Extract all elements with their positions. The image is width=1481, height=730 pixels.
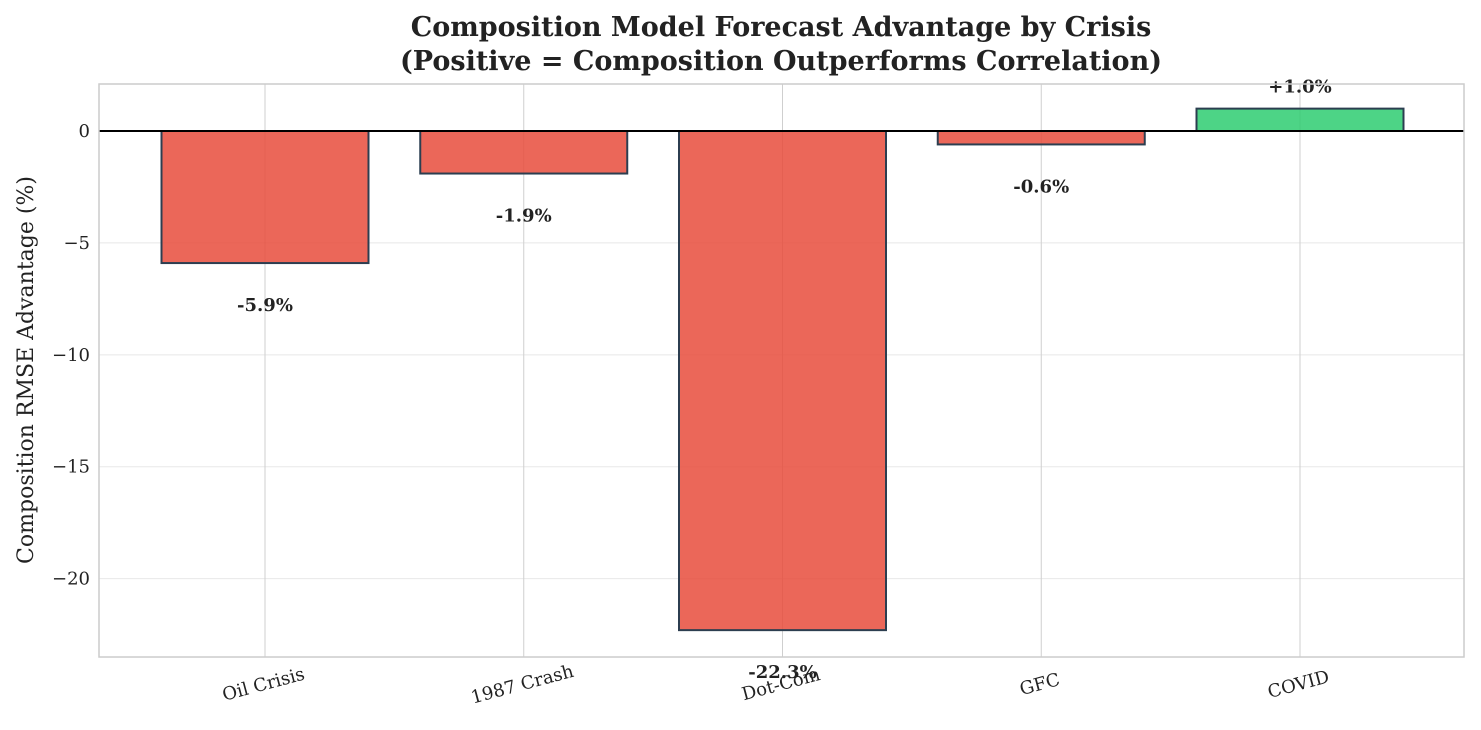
y-tick-label: −20 xyxy=(52,569,90,590)
y-axis-label: Composition RMSE Advantage (%) xyxy=(14,176,39,564)
x-tick-label: 1987 Crash xyxy=(469,661,577,709)
bar-dot-com xyxy=(678,130,887,632)
x-tick-label: COVID xyxy=(1266,666,1332,703)
y-tick-label: −10 xyxy=(52,345,90,366)
y-tick-label: 0 xyxy=(79,121,90,142)
value-label: -0.6% xyxy=(1013,176,1069,197)
bar-covid xyxy=(1195,107,1405,133)
x-tick-label: Oil Crisis xyxy=(220,664,307,706)
value-label: -1.9% xyxy=(496,206,552,227)
value-label: +1.0% xyxy=(1268,77,1332,98)
y-tick-label: −5 xyxy=(63,233,90,254)
bars-layer xyxy=(160,107,1405,632)
value-label: -5.9% xyxy=(237,295,293,316)
bar-1987-crash xyxy=(419,130,629,175)
x-tick-label: GFC xyxy=(1017,669,1062,700)
plot-frame xyxy=(98,83,1465,658)
bar-gfc xyxy=(936,130,1146,146)
chart-title: Composition Model Forecast Advantage by … xyxy=(411,12,1152,43)
chart-subtitle: (Positive = Composition Outperforms Corr… xyxy=(400,46,1162,77)
bar-oil-crisis xyxy=(160,130,370,265)
value-label: -22.3% xyxy=(748,662,816,683)
value-labels-layer: -5.9% -1.9% -22.3% -0.6% +1.0% xyxy=(237,77,1332,684)
y-tick-label: −15 xyxy=(52,457,90,478)
